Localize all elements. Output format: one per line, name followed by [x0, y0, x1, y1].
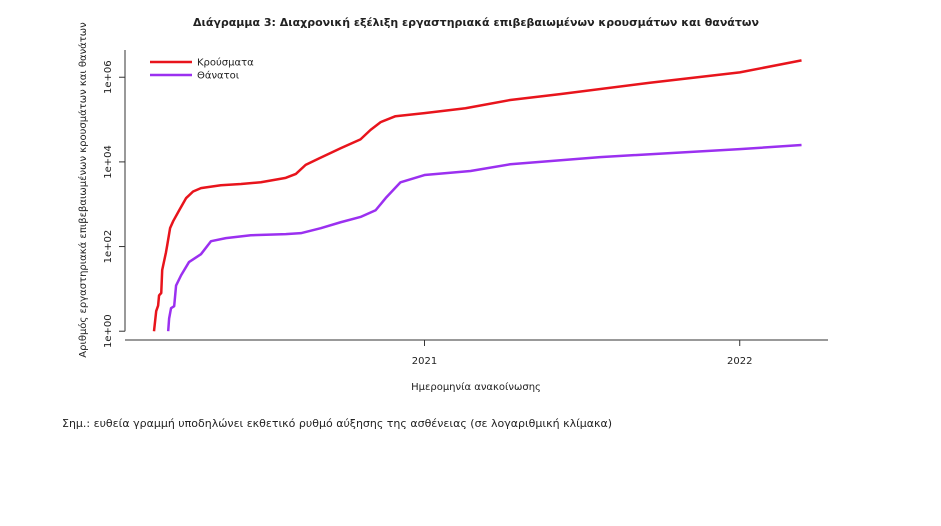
x-tick-label: 2021 — [412, 356, 437, 367]
chart-title: Διάγραμμα 3: Διαχρονική εξέλιξη εργαστηρ… — [193, 16, 759, 29]
note: Σημ.: ευθεία γραμμή υποδηλώνει εκθετικό … — [62, 417, 612, 430]
legend-label: Θάνατοι — [197, 70, 240, 82]
y-tick-label: 1e+04 — [103, 145, 114, 179]
y-tick-label: 1e+06 — [103, 60, 114, 94]
x-tick-label: 2022 — [727, 356, 752, 367]
legend-label: Κρούσματα — [197, 57, 254, 69]
y-axis-label: Αριθμός εργαστηριακά επιβεβαιωμένων κρου… — [77, 22, 89, 358]
y-tick-label: 1e+00 — [103, 314, 114, 348]
series-line — [166, 143, 802, 332]
series-line — [152, 59, 802, 332]
y-tick-label: 1e+02 — [103, 230, 114, 264]
x-axis-label: Ημερομηνία ανακοίνωσης — [411, 381, 541, 393]
